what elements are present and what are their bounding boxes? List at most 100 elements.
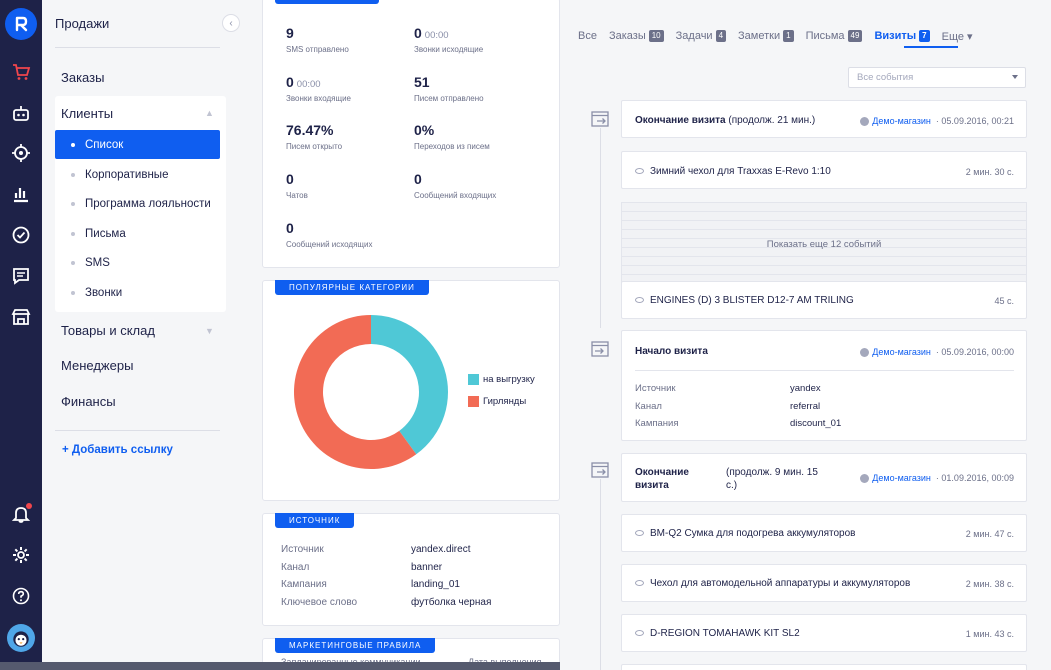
submenu-item-list[interactable]: Список	[55, 130, 220, 159]
submenu-item-letters[interactable]: Письма	[55, 219, 220, 248]
page-view-event[interactable]: BM-Q2 Сумка для подогрева аккумуляторов …	[621, 514, 1027, 552]
submenu-item-calls[interactable]: Звонки	[55, 278, 220, 307]
donut-slice-1[interactable]	[294, 315, 417, 469]
stat-value: 76.47%	[286, 122, 334, 138]
stat-label: Писем открыто	[286, 142, 343, 151]
visit-start-event[interactable]: Начало визита Демо-магазин · 05.09.2016, …	[621, 330, 1027, 441]
stat-messages-out: 0 Сообщений исходящих	[286, 220, 416, 249]
event-date: 01.09.2016, 00:09	[941, 473, 1014, 483]
donut-slice-0[interactable]	[371, 315, 448, 455]
add-link-button[interactable]: + Добавить ссылку	[62, 444, 173, 456]
campaign-key: Кампания	[281, 579, 327, 590]
submenu-item-loyalty[interactable]: Программа лояльности	[55, 189, 220, 218]
card-tag: Популярные категории	[275, 280, 429, 295]
source-card: Источник Источник yandex.direct Канал ba…	[262, 513, 560, 626]
channel-key: Канал	[635, 401, 662, 412]
eye-icon	[635, 630, 644, 637]
cart-icon[interactable]	[9, 60, 33, 84]
submenu-item-corporate[interactable]: Корпоративные	[55, 160, 220, 189]
help-icon[interactable]	[9, 584, 33, 608]
page-title: ENGINES (D) 3 BLISTER D12-7 AM TRILING	[650, 295, 854, 306]
store-icon[interactable]	[9, 305, 33, 329]
submenu-item-sms[interactable]: SMS	[55, 248, 220, 277]
analytics-icon[interactable]	[9, 182, 33, 206]
eye-icon	[635, 297, 644, 304]
stat-label: Переходов из писем	[414, 142, 490, 151]
page-view-event[interactable]: D-REGION TOMAHAWK KIT SL2 1 мин. 43 с.	[621, 614, 1027, 652]
tab-count-badge: 49	[847, 30, 863, 42]
tab-all[interactable]: Все	[578, 28, 597, 44]
clients-submenu: Клиенты ▲ Список Корпоративные Программа…	[55, 96, 226, 312]
sidebar-item-managers[interactable]: Менеджеры	[61, 358, 134, 373]
page-view-event[interactable]: Чехол для автомодельной аппаратуры и акк…	[621, 564, 1027, 602]
horizontal-scrollbar[interactable]	[0, 662, 560, 670]
event-duration-note: с.)	[726, 480, 738, 491]
sidebar-item-clients[interactable]: Клиенты	[61, 106, 114, 121]
submenu-item-label: Звонки	[85, 286, 123, 299]
robot-icon[interactable]	[9, 101, 33, 125]
stat-value: 0	[414, 25, 422, 41]
page-view-event[interactable]: Зимний чехол для Traxxas E-Revo 1:10 2 м…	[621, 151, 1027, 189]
tab-orders[interactable]: Заказы 10	[609, 28, 664, 44]
shop-icon	[860, 347, 870, 357]
sidebar-item-goods[interactable]: Товары и склад	[61, 323, 155, 338]
dropdown-arrow-icon	[1012, 75, 1018, 79]
stat-value: 0%	[414, 122, 435, 138]
tab-label: Все	[578, 30, 597, 42]
visit-exit-icon	[591, 111, 609, 127]
stats-card: 9 SMS отправлено 0 00:00 Звонки исходящие…	[262, 0, 560, 268]
stat-letters-sent: 51 Писем отправлено	[414, 74, 544, 103]
legend-swatch	[468, 396, 479, 407]
submenu-item-label: SMS	[85, 256, 110, 269]
view-duration: 2 мин. 38 с.	[965, 579, 1014, 589]
chevron-down-icon[interactable]: ▼	[205, 326, 214, 336]
campaign-value: discount_01	[790, 418, 842, 429]
tab-more[interactable]: Еще ▾	[942, 28, 973, 44]
tab-label: Письма	[805, 30, 845, 42]
view-duration: 2 мин. 47 с.	[965, 529, 1014, 539]
visit-end-event[interactable]: Окончание визита (продолж. 21 мин.) Демо…	[621, 100, 1027, 138]
event-duration-note: (продолж. 9 мин. 15	[726, 467, 818, 478]
settings-gear-icon[interactable]	[9, 543, 33, 567]
notifications-icon[interactable]	[9, 502, 33, 526]
bullet-icon	[71, 201, 75, 206]
sidebar-item-finance[interactable]: Финансы	[61, 394, 116, 409]
shop-link[interactable]: Демо-магазин	[872, 473, 931, 483]
campaign-value: landing_01	[411, 579, 460, 590]
source-key: Источник	[281, 544, 324, 555]
activity-column: Все Заказы 10 Задачи 4 Заметки 1 Письма 49 В…	[578, 0, 1051, 670]
keyword-value: футболка черная	[411, 597, 492, 608]
tab-tasks[interactable]: Задачи 4	[676, 28, 727, 44]
submenu-item-label: Корпоративные	[85, 168, 169, 181]
show-more-events-button[interactable]: Показать еще 12 событий	[621, 202, 1027, 287]
shop-link[interactable]: Демо-магазин	[872, 116, 931, 126]
collapse-sidebar-button[interactable]: ‹	[222, 14, 240, 32]
page-view-event[interactable]	[621, 664, 1027, 670]
stat-label: Сообщений исходящих	[286, 240, 373, 249]
visit-end-event[interactable]: Окончание визита (продолж. 9 мин. 15 с.) Д…	[621, 453, 1027, 502]
tab-notes[interactable]: Заметки 1	[738, 28, 794, 44]
tab-visits[interactable]: Визиты 7	[874, 28, 930, 44]
icon-rail	[0, 0, 42, 670]
stat-label: Писем отправлено	[414, 94, 484, 103]
event-duration-note: (продолж. 21 мин.)	[728, 115, 816, 126]
eye-icon	[635, 530, 644, 537]
app-logo-icon[interactable]	[5, 8, 37, 40]
stat-messages-in: 0 Сообщений входящих	[414, 171, 544, 200]
user-avatar[interactable]	[7, 624, 35, 652]
tab-count-badge: 4	[715, 30, 727, 42]
page-view-event[interactable]: ENGINES (D) 3 BLISTER D12-7 AM TRILING 4…	[621, 281, 1027, 319]
events-filter-select[interactable]: Все события	[848, 67, 1026, 88]
tasks-icon[interactable]	[9, 223, 33, 247]
shop-link[interactable]: Демо-магазин	[872, 347, 931, 357]
chat-icon[interactable]	[9, 264, 33, 288]
sidebar-item-orders[interactable]: Заказы	[61, 70, 105, 85]
separator-dot: ·	[935, 473, 939, 483]
submenu-item-label: Список	[85, 138, 124, 151]
chevron-up-icon[interactable]: ▲	[205, 108, 214, 118]
tab-letters[interactable]: Письма 49	[806, 28, 863, 44]
target-icon[interactable]	[9, 141, 33, 165]
tab-count-badge: 1	[783, 30, 794, 42]
timeline-line	[600, 479, 601, 670]
tab-label: Заметки	[738, 30, 781, 42]
